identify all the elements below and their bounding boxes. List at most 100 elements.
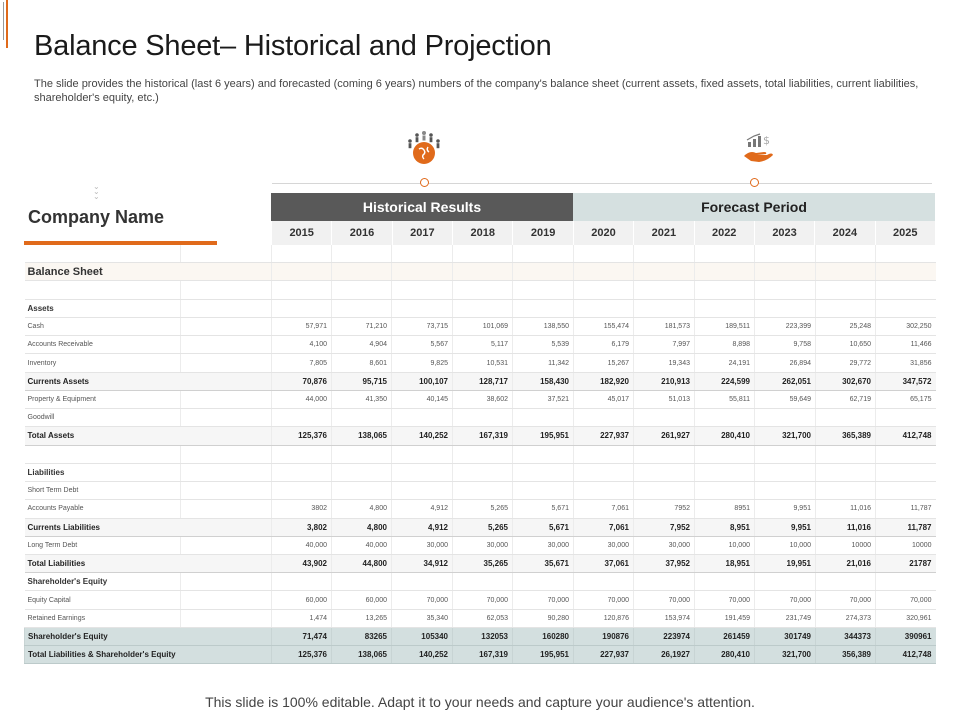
value-cell: 70,000 <box>633 590 695 610</box>
value-cell <box>815 262 876 282</box>
value-cell <box>391 408 453 428</box>
value-cell: 347,572 <box>875 372 936 391</box>
value-cell: 262,051 <box>754 372 816 391</box>
value-cell <box>271 245 332 264</box>
spacer-cell <box>180 609 272 628</box>
value-cell: 18,951 <box>694 554 755 574</box>
value-cell <box>694 445 755 464</box>
table-row: Accounts Receivable 4,100 4,904 5,567 5,117 5… <box>24 335 936 355</box>
value-cell: 190876 <box>573 627 634 647</box>
value-cell: 83265 <box>331 627 392 647</box>
value-cell <box>875 408 936 428</box>
value-cell: 100,107 <box>391 372 453 391</box>
row-label <box>24 245 181 264</box>
value-cell: 181,573 <box>633 317 695 337</box>
value-cell: 227,937 <box>573 426 634 446</box>
value-cell: 160280 <box>512 627 574 647</box>
value-cell: 191,459 <box>694 609 755 628</box>
value-cell <box>271 445 332 464</box>
spacer-cell <box>180 390 272 410</box>
row-label <box>24 445 181 464</box>
value-cell: 4,100 <box>271 335 332 355</box>
value-cell: 62,719 <box>815 390 876 410</box>
value-cell: 21787 <box>875 554 936 574</box>
value-cell: 11,016 <box>815 499 876 519</box>
value-cell: 44,800 <box>331 554 392 574</box>
value-cell: 71,474 <box>271 627 332 647</box>
value-cell <box>815 280 876 300</box>
value-cell: 356,389 <box>815 645 876 665</box>
value-cell: 132053 <box>452 627 513 647</box>
value-cell: 19,343 <box>633 353 695 373</box>
row-label: Accounts Payable <box>24 499 181 519</box>
table-row: Currents Assets 70,876 95,715 100,107 128,71… <box>24 372 936 391</box>
value-cell <box>271 262 332 282</box>
value-cell <box>633 280 695 300</box>
year-header-2016: 2016 <box>331 221 391 245</box>
value-cell: 45,017 <box>573 390 634 410</box>
value-cell: 280,410 <box>694 645 755 665</box>
value-cell: 40,000 <box>331 536 392 555</box>
spacer-cell <box>180 481 272 501</box>
value-cell: 35,340 <box>391 609 453 628</box>
value-cell: 65,175 <box>875 390 936 410</box>
value-cell: 29,772 <box>815 353 876 373</box>
value-cell: 182,920 <box>573 372 634 391</box>
table-row: Cash 57,971 71,210 73,715 101,069 138,550 155,… <box>24 317 936 337</box>
value-cell: 70,000 <box>512 590 574 610</box>
value-cell <box>694 463 755 483</box>
row-label: Property & Equipment <box>24 390 181 410</box>
value-cell: 10000 <box>875 536 936 555</box>
table-row: Short Term Debt <box>24 481 936 501</box>
row-label: Inventory <box>24 353 181 373</box>
value-cell: 60,000 <box>331 590 392 610</box>
value-cell <box>815 481 876 501</box>
spacer-cell <box>180 280 272 300</box>
value-cell <box>754 445 816 464</box>
value-cell: 321,700 <box>754 645 816 665</box>
value-cell: 35,265 <box>452 554 513 574</box>
table-row: Goodwill <box>24 408 936 428</box>
value-cell <box>512 572 574 592</box>
row-label: Equity Capital <box>24 590 181 610</box>
value-cell: 9,758 <box>754 335 816 355</box>
value-cell: 195,951 <box>512 426 574 446</box>
value-cell: 19,951 <box>754 554 816 574</box>
value-cell <box>512 408 574 428</box>
row-label: Goodwill <box>24 408 181 428</box>
value-cell <box>452 572 513 592</box>
value-cell: 6,179 <box>573 335 634 355</box>
value-cell <box>633 481 695 501</box>
value-cell: 70,000 <box>754 590 816 610</box>
table-row: Total Liabilities & Shareholder's Equity… <box>24 645 936 665</box>
page-subtitle: The slide provides the historical (last … <box>34 78 919 104</box>
value-cell <box>694 262 755 282</box>
value-cell <box>754 280 816 300</box>
row-label: Currents Assets <box>24 372 272 391</box>
value-cell: 41,350 <box>331 390 392 410</box>
row-label: Balance Sheet <box>24 262 272 282</box>
value-cell: 8,951 <box>694 518 755 537</box>
page-title: Balance Sheet– Historical and Projection <box>34 30 552 62</box>
value-cell: 5,671 <box>512 518 574 537</box>
value-cell: 167,319 <box>452 645 513 665</box>
value-cell: 7,061 <box>573 518 634 537</box>
value-cell: 412,748 <box>875 426 936 446</box>
row-label: Total Liabilities <box>24 554 272 574</box>
accent-line-grey <box>3 2 4 40</box>
value-cell <box>633 245 695 264</box>
value-cell <box>875 280 936 300</box>
value-cell <box>452 408 513 428</box>
value-cell: 302,250 <box>875 317 936 337</box>
value-cell: 167,319 <box>452 426 513 446</box>
people-globe-icon <box>408 131 440 164</box>
spacer-cell <box>180 335 272 355</box>
spacer-cell <box>180 299 272 318</box>
table-row: Retained Earnings 1,474 13,265 35,340 62,053… <box>24 609 936 628</box>
table-row <box>24 445 936 464</box>
table-row: Shareholder's Equity <box>24 572 936 592</box>
forecast-period-header: Forecast Period <box>573 193 935 221</box>
value-cell: 390961 <box>875 627 936 647</box>
value-cell <box>633 262 695 282</box>
value-cell: 37,521 <box>512 390 574 410</box>
